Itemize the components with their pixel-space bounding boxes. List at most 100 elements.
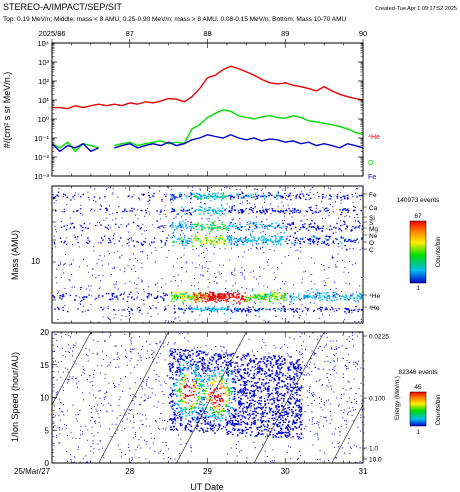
mass-event-dot (279, 239, 281, 241)
speed-event-dot (330, 388, 332, 390)
mass-event-dot (201, 298, 203, 300)
mass-event-dot (273, 250, 275, 252)
mass-event-dot (351, 229, 353, 231)
mass-event-dot (237, 309, 239, 311)
mass-event-dot (263, 251, 265, 253)
mass-event-dot (54, 246, 56, 248)
mass-event-dot (79, 302, 81, 304)
mass-event-dot (63, 208, 65, 210)
mass-event-dot (173, 236, 176, 238)
mass-event-dot (251, 230, 254, 233)
speed-event-dot (286, 383, 289, 385)
species-label: Ca (369, 205, 378, 212)
mass-event-dot (300, 238, 302, 240)
mass-event-dot (214, 297, 217, 299)
mass-event-dot (357, 294, 360, 296)
mass-event-dot (331, 300, 333, 302)
mass-event-dot (56, 194, 58, 196)
mass-event-dot (319, 295, 321, 297)
speed-event-dot (138, 456, 140, 458)
mass-event-dot (214, 227, 216, 229)
mass-event-dot (276, 297, 279, 299)
mass-event-dot (160, 239, 162, 242)
mass-event-dot (338, 307, 340, 310)
speed-event-dot (348, 437, 350, 439)
speed-event-dot (317, 424, 319, 426)
mass-event-dot (94, 224, 97, 227)
speed-event-dot (356, 362, 358, 364)
mass-event-dot (273, 307, 276, 310)
speed-event-dot (257, 365, 259, 367)
series-line (52, 133, 363, 153)
mass-event-dot (331, 256, 333, 258)
speed-event-dot (232, 378, 235, 380)
mass-event-dot (180, 299, 183, 302)
mass-event-dot (56, 292, 58, 294)
speed-event-dot (268, 427, 271, 430)
speed-event-dot (213, 379, 215, 381)
speed-event-dot (152, 353, 154, 355)
mass-event-dot (256, 243, 258, 245)
mass-event-dot (175, 299, 178, 301)
mass-event-dot (71, 286, 73, 288)
mass-event-dot (153, 241, 155, 243)
mass-event-dot (358, 295, 361, 298)
mass-event-dot (146, 297, 149, 299)
mass-event-dot (124, 283, 126, 285)
mass-event-dot (191, 311, 193, 313)
mass-event-dot (307, 229, 310, 232)
speed-event-dot (202, 408, 205, 410)
speed-event-dot (73, 456, 75, 458)
mass-event-dot (103, 255, 105, 257)
mass-event-dot (153, 192, 155, 195)
mass-event-dot (252, 211, 254, 214)
speed-event-dot (330, 415, 332, 417)
speed-event-dot (255, 388, 257, 390)
mass-event-dot (217, 227, 219, 229)
mass-event-dot (268, 192, 270, 194)
mass-event-dot (246, 241, 248, 244)
mass-event-dot (170, 188, 172, 190)
mass-event-dot (319, 306, 322, 309)
mass-event-dot (254, 188, 256, 190)
mass-event-dot (343, 223, 346, 225)
speed-event-dot (190, 400, 193, 403)
mass-event-dot (212, 196, 214, 198)
mass-event-dot (195, 295, 197, 298)
mass-event-dot (201, 253, 203, 255)
mass-event-dot (225, 296, 227, 299)
mass-event-dot (322, 295, 324, 297)
mass-event-dot (82, 193, 85, 195)
speed-event-dot (223, 408, 225, 410)
speed-event-dot (204, 365, 206, 367)
mass-event-dot (255, 303, 257, 305)
speed-event-dot (266, 399, 269, 401)
speed-event-dot (222, 398, 224, 400)
mass-event-dot (283, 309, 286, 312)
mass-event-dot (217, 293, 219, 295)
mass-event-dot (228, 240, 231, 242)
speed-event-dot (121, 430, 123, 432)
mass-event-dot (189, 297, 191, 299)
mass-event-dot (212, 223, 215, 226)
speed-event-dot (326, 336, 328, 338)
speed-event-dot (208, 367, 210, 369)
mass-event-dot (63, 193, 65, 195)
mass-event-dot (345, 238, 347, 241)
speed-event-dot (156, 362, 158, 364)
speed-event-dot (52, 425, 54, 427)
speed-event-dot (207, 412, 209, 414)
speed-event-dot (86, 354, 88, 356)
speed-event-dot (203, 399, 205, 401)
mass-event-dot (90, 208, 93, 210)
mass-event-dot (290, 297, 293, 300)
speed-event-dot (101, 365, 103, 367)
doy-tick-label: 88 (203, 29, 211, 38)
mass-event-dot (212, 209, 215, 211)
mass-event-dot (219, 308, 221, 311)
mass-event-dot (164, 306, 166, 308)
mass-event-dot (350, 295, 353, 297)
mass-event-dot (194, 319, 196, 321)
speed-event-dot (348, 407, 350, 409)
mass-event-dot (161, 278, 163, 280)
